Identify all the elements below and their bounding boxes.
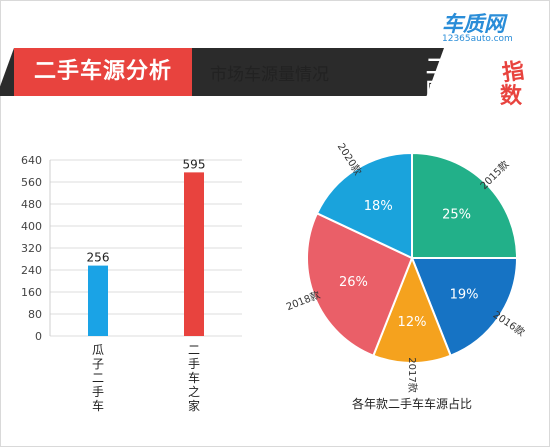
slice-percent-label: 25%	[442, 207, 471, 222]
subtitle: 市场车源量情况	[210, 65, 329, 85]
slice-percent-label: 12%	[398, 315, 427, 330]
y-tick-label: 240	[21, 264, 42, 277]
slice-category-label: 2015款	[477, 158, 511, 192]
pie-slice	[306, 211, 414, 357]
pie-slice	[411, 151, 519, 259]
y-tick-label: 400	[21, 220, 42, 233]
slice-category-label: 2016款	[491, 308, 528, 339]
y-tick-label: 80	[28, 308, 42, 321]
logo-line4: 数	[500, 84, 523, 109]
pie-title: 各年款二手车车源占比	[352, 396, 472, 411]
y-tick-label: 560	[21, 176, 42, 189]
y-tick-label: 0	[35, 330, 42, 343]
bar-chart: 0 80 160 240 320 400 480 560 640 256 瓜子二手车 595 二手车之家	[21, 154, 242, 413]
logo-site-url: 12365auto.com	[442, 34, 513, 44]
y-tick-label: 160	[21, 286, 42, 299]
x-tick-label: 二手车之家	[188, 343, 200, 413]
x-tick-label: 瓜子二手车	[92, 343, 104, 413]
logo-site-name: 车质网	[442, 12, 505, 36]
pie-slice	[410, 257, 519, 357]
bar	[184, 172, 204, 336]
data-label: 595	[183, 157, 206, 171]
logo: 车质网 12365auto.com 二手车 购买 指 数	[420, 8, 540, 109]
y-tick-label: 640	[21, 154, 42, 167]
pie-chart: 25% 2015款 19% 2016款 12% 2017款 26% 2018款 18% 2020款…	[284, 140, 528, 411]
data-label: 256	[87, 251, 110, 265]
y-tick-label: 480	[21, 198, 42, 211]
section-title: 二手车源分析	[14, 48, 192, 96]
pie-slice	[315, 151, 413, 260]
pie-slice	[372, 255, 452, 364]
logo-line2: 购买	[426, 78, 466, 102]
header: 二手车源分析 市场车源量情况 车质网 12365auto.com 二手车 购买 …	[0, 0, 550, 109]
slice-percent-label: 18%	[364, 199, 393, 214]
bar	[88, 265, 108, 336]
slice-percent-label: 26%	[339, 275, 368, 290]
slice-percent-label: 19%	[450, 287, 479, 302]
slice-category-label: 2017款	[406, 357, 419, 392]
slice-category-label: 2020款	[335, 140, 365, 177]
y-tick-label: 320	[21, 242, 42, 255]
slice-category-label: 2018款	[284, 288, 322, 313]
logo-line1: 二手车	[426, 54, 486, 78]
